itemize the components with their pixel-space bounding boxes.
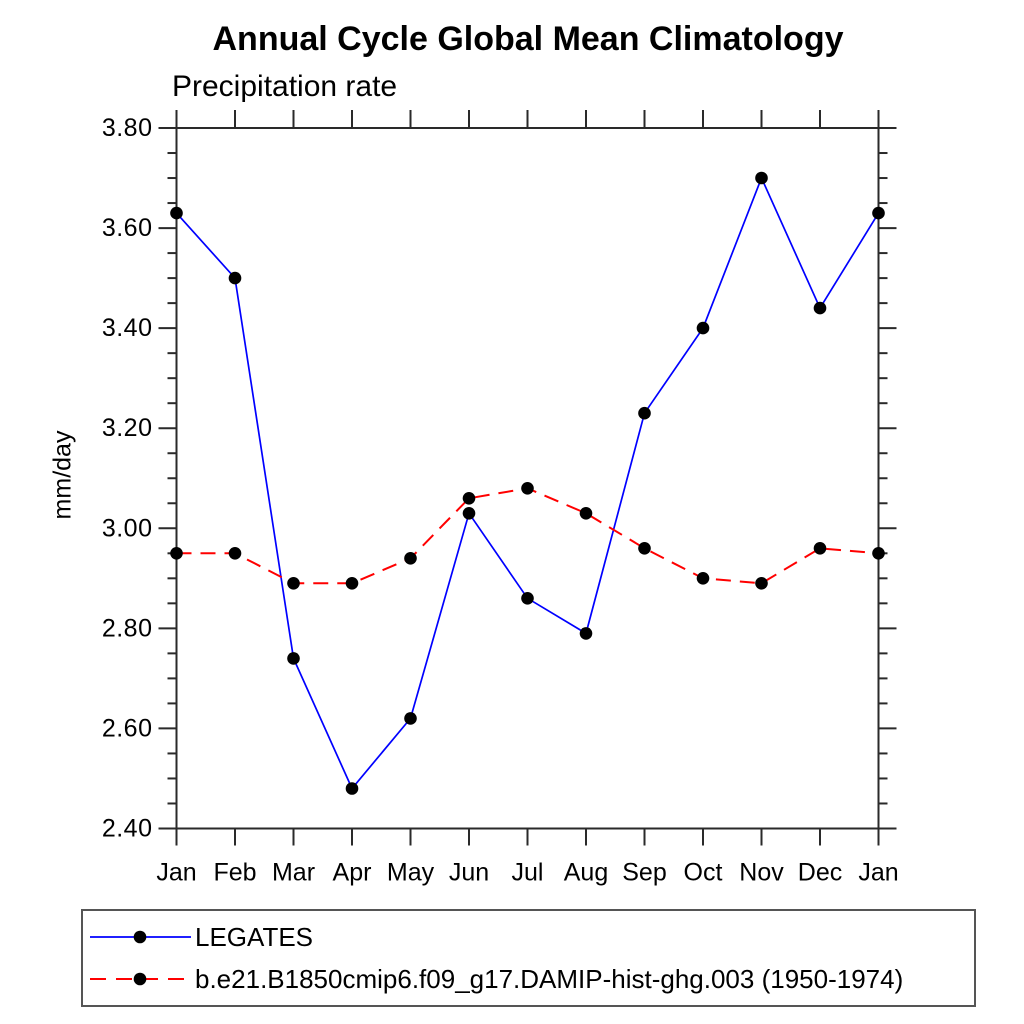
data-point-marker (872, 547, 885, 560)
month-label: Oct (684, 859, 723, 887)
month-label: Jun (449, 859, 489, 887)
month-label: Aug (564, 859, 608, 887)
legend-label-model: b.e21.B1850cmip6.f09_g17.DAMIP-hist-ghg.… (195, 963, 904, 994)
data-point-marker (872, 206, 885, 220)
data-point-marker (462, 507, 476, 520)
data-point-marker (696, 321, 710, 335)
y-tick-label: 2.80 (102, 614, 153, 642)
data-point-marker (579, 627, 593, 640)
y-tick-label: 3.80 (102, 114, 153, 142)
y-tick-label: 3.20 (102, 414, 153, 442)
data-point-marker (287, 652, 300, 665)
data-point-marker (638, 406, 651, 420)
legend-item-model: b.e21.B1850cmip6.f09_g17.DAMIP-hist-ghg.… (83, 958, 974, 1000)
data-point-marker (228, 547, 242, 560)
legend-line-sample-legates (90, 930, 191, 944)
data-point-marker (755, 171, 768, 185)
month-label: Jul (512, 859, 544, 887)
month-label: Sep (622, 859, 666, 887)
data-point-marker (462, 492, 476, 505)
data-point-marker (696, 572, 710, 585)
legend-sample-marker (133, 972, 147, 986)
chart-subtitle: Precipitation rate (172, 70, 398, 103)
data-point-marker (755, 577, 768, 590)
plot-frame (175, 127, 880, 830)
month-label: Feb (213, 859, 256, 887)
series-line-1 (176, 487, 879, 585)
y-tick-label: 3.60 (102, 214, 153, 242)
legend-line-sample-model (90, 972, 191, 986)
legend-label-legates: LEGATES (195, 921, 314, 952)
data-point-marker (287, 577, 300, 590)
month-label: Jan (156, 859, 196, 887)
data-point-marker (579, 507, 593, 520)
data-point-marker (521, 482, 534, 495)
y-tick-label: 2.60 (102, 714, 153, 742)
legend-sample-marker (133, 930, 147, 944)
data-point-marker (521, 592, 534, 605)
legend-item-legates: LEGATES (83, 916, 974, 958)
data-point-marker (404, 552, 417, 565)
y-tick-label: 3.40 (102, 314, 153, 342)
data-point-marker (638, 542, 651, 555)
data-point-marker (170, 547, 183, 560)
month-label: Apr (333, 859, 372, 887)
data-point-marker (345, 782, 359, 795)
y-tick-label: 3.00 (102, 514, 153, 542)
data-point-marker (345, 577, 359, 590)
data-point-marker (813, 542, 827, 555)
month-label: Dec (798, 859, 842, 887)
data-point-marker (170, 206, 183, 220)
legend-box: LEGATES b.e21.B1850cmip6.f09_g17.DAMIP-h… (81, 909, 976, 1007)
y-tick-label: 2.40 (102, 815, 153, 843)
month-label: Jan (858, 859, 898, 887)
data-point-marker (228, 271, 242, 285)
month-label: Mar (272, 859, 315, 887)
data-point-marker (813, 301, 827, 315)
data-point-marker (404, 712, 417, 725)
chart-title: Annual Cycle Global Mean Climatology (212, 20, 844, 58)
month-label: Nov (739, 859, 784, 887)
month-label: May (387, 859, 435, 887)
